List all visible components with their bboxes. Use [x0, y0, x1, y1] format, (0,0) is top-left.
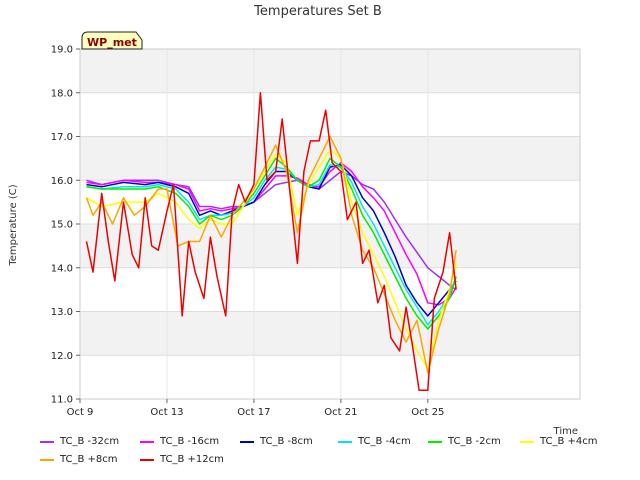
x-tick-label: Oct 13: [150, 407, 183, 418]
y-tick-label: 11.0: [51, 395, 73, 406]
legend-row: TC_B +8cm TC_B +12cm: [40, 454, 620, 468]
y-tick-label: 18.0: [51, 88, 73, 99]
legend-swatch: [140, 440, 154, 443]
plot-band: [80, 49, 580, 93]
series-line-tc-b-16cm: [86, 162, 457, 306]
series-line-tc-b-8cm: [85, 135, 457, 374]
y-tick-label: 13.0: [51, 307, 73, 318]
legend-label: TC_B -8cm: [260, 436, 313, 447]
plot-band: [80, 92, 580, 137]
plot-band: [80, 180, 580, 224]
x-tick-label: Oct 9: [67, 407, 94, 418]
legend-label: TC_B +12cm: [160, 454, 224, 465]
y-tick-label: 14.0: [51, 263, 73, 274]
legend-swatch: [40, 458, 54, 461]
legend-item-tc-b-32cm: TC_B -32cm: [40, 436, 119, 447]
x-tick-label: Oct 17: [237, 407, 270, 418]
legend-swatch: [520, 440, 534, 443]
plot-band: [80, 224, 580, 268]
series-line-tc-b-12cm: [85, 92, 457, 392]
legend-label: TC_B -4cm: [358, 436, 411, 447]
legend-item-tc-b-4cm: TC_B +4cm: [520, 436, 598, 447]
legend-label: TC_B -2cm: [448, 436, 501, 447]
x-tick-label: Oct 21: [324, 407, 357, 418]
legend-swatch: [140, 458, 154, 461]
legend-label: TC_B -32cm: [60, 436, 120, 447]
annotation-box: WP_met: [81, 31, 143, 50]
y-tick-label: 16.0: [51, 176, 73, 187]
y-tick-label: 19.0: [51, 45, 73, 56]
annotation-box-shape: [81, 31, 143, 50]
legend-label: TC_B +4cm: [540, 436, 598, 447]
y-axis-ticks: 11.0 12.0 13.0 14.0 15.0 16.0 17.0 18.0 19.0: [51, 45, 80, 406]
annotation-label: WP_met: [87, 36, 137, 49]
plot-area: [85, 92, 457, 392]
plot-bands: [80, 49, 580, 399]
legend-swatch: [40, 440, 54, 443]
plot-band: [80, 311, 580, 356]
legend-swatch: [240, 440, 254, 443]
legend-swatch: [338, 440, 352, 443]
series-line-tc-b-4cm: [86, 148, 457, 370]
legend-label: TC_B -16cm: [160, 436, 220, 447]
legend-item-tc-b-16cm: TC_B -16cm: [140, 436, 219, 447]
series-line-tc-b-2cm: [86, 157, 457, 330]
legend-swatch: [428, 440, 442, 443]
legend-item-tc-b-4cm: TC_B -4cm: [338, 436, 411, 447]
series-line-tc-b-8cm: [86, 164, 457, 317]
legend-item-tc-b-2cm: TC_B -2cm: [428, 436, 501, 447]
y-tick-label: 15.0: [51, 220, 73, 231]
chart-title: Temperatures Set B: [253, 4, 382, 19]
y-tick-label: 17.0: [51, 132, 73, 143]
legend-label: TC_B +8cm: [60, 454, 118, 465]
legend-item-tc-b-8cm: TC_B +8cm: [40, 454, 118, 465]
y-tick-label: 12.0: [51, 351, 73, 362]
x-axis-ticks: Oct 9 Oct 13 Oct 17 Oct 21 Oct 25: [67, 399, 444, 418]
y-axis-label: Temperature (C): [8, 184, 19, 266]
plot-band: [80, 267, 580, 312]
legend-row: TC_B -32cm TC_B -16cm TC_B -8cm TC_B -4cm TC…: [40, 436, 620, 450]
legend-item-tc-b-8cm: TC_B -8cm: [240, 436, 313, 447]
plot-band: [80, 355, 580, 399]
x-axis-label: Time: [553, 426, 578, 437]
legend-item-tc-b-12cm: TC_B +12cm: [140, 454, 224, 465]
x-tick-label: Oct 25: [411, 407, 444, 418]
